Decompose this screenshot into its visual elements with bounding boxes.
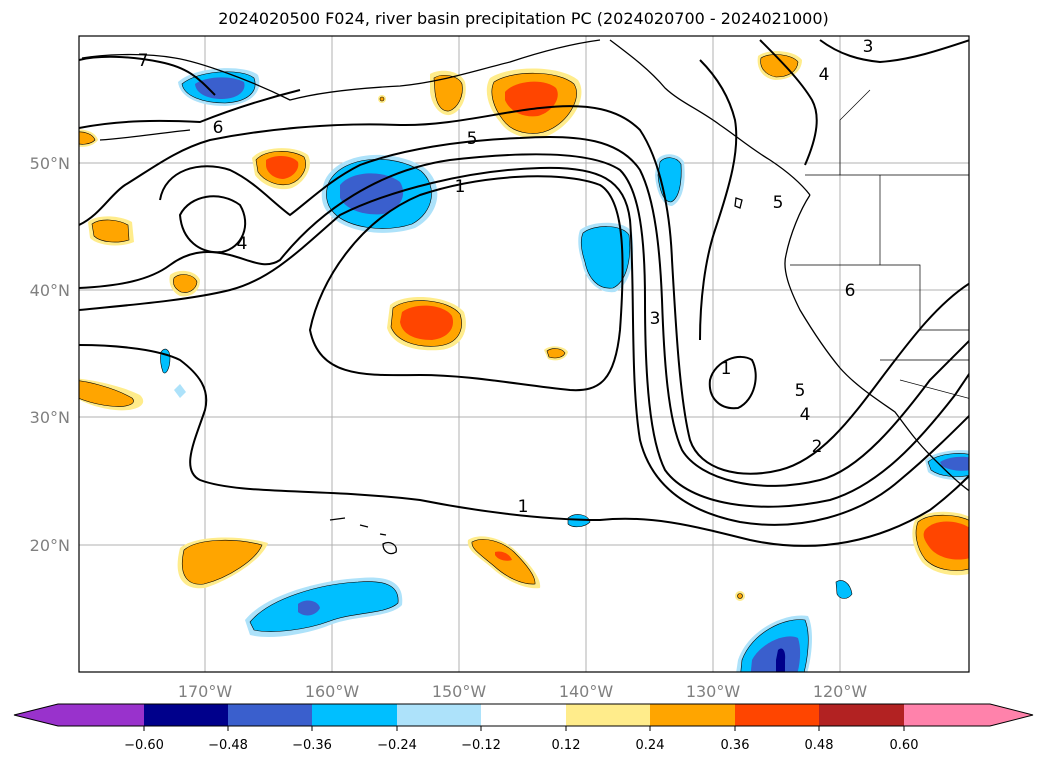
- svg-text:120°W: 120°W: [813, 682, 868, 701]
- positive-patch-central: [387, 296, 466, 351]
- longitude-labels: 170°W 160°W 150°W 140°W 130°W 120°W: [178, 682, 868, 701]
- colorbar-arrow-min: [14, 704, 58, 726]
- map-title: 2024020500 F024, river basin precipitati…: [218, 9, 829, 28]
- negative-patch-southeast: [736, 615, 812, 672]
- svg-text:0.48: 0.48: [805, 738, 834, 753]
- positive-patch-far-west: [79, 378, 144, 411]
- svg-text:6: 6: [845, 281, 856, 301]
- contour-4-outer: [159, 135, 969, 487]
- svg-text:5: 5: [773, 193, 784, 213]
- coastlines: [81, 39, 969, 555]
- positive-patch-north-center: [430, 70, 466, 116]
- svg-text:30°N: 30°N: [30, 408, 70, 427]
- svg-text:7: 7: [138, 51, 149, 71]
- colorbar-arrow-max: [990, 704, 1033, 726]
- positive-patch-small-west: [169, 270, 200, 297]
- positive-patch-west: [88, 216, 134, 246]
- colorbar-seg-4: [397, 704, 481, 726]
- svg-text:0.60: 0.60: [890, 738, 919, 753]
- negative-patch-hawaii-south: [245, 577, 403, 637]
- svg-text:20°N: 20°N: [30, 536, 70, 555]
- colorbar-seg-0: [58, 704, 144, 726]
- svg-text:160°W: 160°W: [305, 682, 360, 701]
- positive-patch-kamchatka-coast: [79, 129, 98, 147]
- negative-patch-gulf: [655, 154, 685, 206]
- positive-patch-kamchatka: [252, 148, 310, 190]
- negative-patch-aleutian: [321, 154, 438, 233]
- contour-1-low: [708, 355, 757, 410]
- svg-text:0.36: 0.36: [721, 738, 750, 753]
- svg-text:1: 1: [518, 497, 529, 517]
- svg-text:−0.36: −0.36: [292, 738, 332, 753]
- positive-patch-hawaii-east: [467, 536, 541, 589]
- svg-text:5: 5: [467, 129, 478, 149]
- svg-text:150°W: 150°W: [432, 682, 487, 701]
- colorbar-seg-10: [904, 704, 990, 726]
- colorbar: −0.60 −0.48 −0.36 −0.24 −0.12 0.12 0.24 …: [13, 703, 1034, 753]
- svg-text:3: 3: [863, 37, 874, 57]
- anomaly-patches: [79, 51, 969, 672]
- colorbar-seg-8: [735, 704, 819, 726]
- colorbar-tick-labels: −0.60 −0.48 −0.36 −0.24 −0.12 0.12 0.24 …: [124, 738, 918, 753]
- svg-text:170°W: 170°W: [178, 682, 233, 701]
- colorbar-seg-1: [144, 704, 228, 726]
- colorbar-outline: [13, 703, 1034, 727]
- svg-text:4: 4: [237, 234, 248, 254]
- positive-dots: [378, 95, 745, 601]
- svg-text:−0.60: −0.60: [124, 738, 164, 753]
- contour-4-ring: [178, 195, 247, 254]
- svg-text:0.12: 0.12: [552, 738, 581, 753]
- svg-text:1: 1: [455, 177, 466, 197]
- colorbar-seg-3: [312, 704, 397, 726]
- svg-text:130°W: 130°W: [686, 682, 741, 701]
- svg-text:−0.12: −0.12: [461, 738, 501, 753]
- svg-text:50°N: 50°N: [30, 154, 70, 173]
- colorbar-seg-9: [819, 704, 904, 726]
- contour-1-inner: [308, 175, 624, 392]
- colorbar-seg-5: [481, 704, 566, 726]
- svg-text:5: 5: [795, 381, 806, 401]
- contour-2: [79, 166, 969, 526]
- svg-text:1: 1: [721, 359, 732, 379]
- svg-text:−0.24: −0.24: [377, 738, 417, 753]
- svg-text:140°W: 140°W: [559, 682, 614, 701]
- svg-text:2: 2: [812, 437, 823, 457]
- contour-5-loop: [79, 105, 969, 475]
- contours: [79, 39, 969, 547]
- positive-patch-southwest: [177, 537, 268, 589]
- contour-1-outer: [79, 344, 969, 547]
- contour-6-north: [79, 89, 301, 129]
- positive-patch-tiny-central: [544, 346, 568, 361]
- contour-7-north: [79, 55, 216, 96]
- negative-patch-mexico: [925, 450, 969, 480]
- contour-4-east: [759, 39, 818, 166]
- colorbar-seg-7: [650, 704, 735, 726]
- positive-patch-north-east: [757, 51, 802, 80]
- svg-text:3: 3: [650, 309, 661, 329]
- latitude-labels: 50°N 40°N 30°N 20°N: [30, 154, 70, 555]
- svg-text:40°N: 40°N: [30, 281, 70, 300]
- negative-small-patches: [160, 348, 853, 599]
- svg-text:−0.48: −0.48: [208, 738, 248, 753]
- svg-text:4: 4: [819, 65, 830, 85]
- contour-3-east: [699, 59, 738, 341]
- svg-text:4: 4: [800, 405, 811, 425]
- positive-patch-gulf-alaska: [486, 68, 582, 138]
- svg-text:0.24: 0.24: [636, 738, 665, 753]
- positive-patch-mexico: [912, 511, 969, 576]
- svg-text:6: 6: [213, 118, 224, 138]
- contour-5-northeast: [819, 39, 969, 64]
- contour-labels: 7 6 5 1 4 3 1 1 2 4 5 6 3 4 5: [138, 37, 874, 517]
- colorbar-seg-2: [228, 704, 312, 726]
- contour-3: [79, 153, 969, 508]
- borders: [790, 89, 969, 399]
- colorbar-seg-6: [566, 704, 650, 726]
- negative-patch-central-east: [578, 222, 634, 293]
- map-frame: [78, 35, 970, 673]
